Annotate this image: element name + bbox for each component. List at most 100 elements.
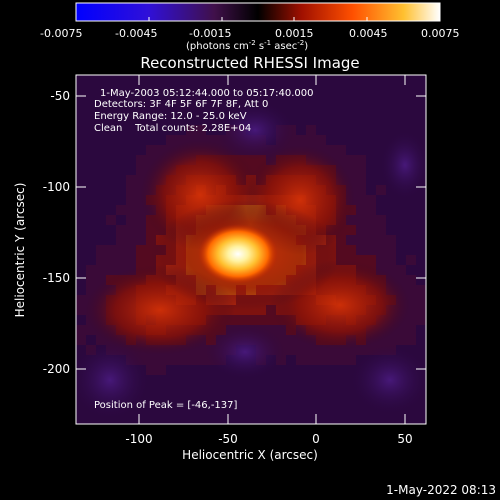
image-pixel: [416, 305, 426, 315]
image-pixel: [406, 265, 416, 275]
image-pixel: [146, 135, 156, 145]
image-pixel: [86, 105, 96, 115]
image-pixel: [76, 155, 86, 165]
image-pixel: [336, 115, 346, 125]
image-pixel: [86, 205, 96, 215]
image-pixel: [376, 205, 386, 215]
image-pixel: [316, 345, 326, 355]
image-pixel: [126, 245, 136, 255]
image-pixel: [96, 95, 106, 105]
image-pixel: [406, 95, 416, 105]
image-pixel: [306, 75, 316, 85]
image-pixel: [176, 385, 186, 395]
image-pixel: [376, 145, 386, 155]
image-pixel: [346, 415, 356, 424]
image-pixel: [386, 125, 396, 135]
image-pixel: [166, 75, 176, 85]
image-pixel: [76, 105, 86, 115]
image-pixel: [96, 175, 106, 185]
image-pixel: [346, 155, 356, 165]
image-pixel: [126, 155, 136, 165]
image-pixel: [296, 345, 306, 355]
image-pixel: [76, 225, 86, 235]
image-pixel: [96, 235, 106, 245]
image-pixel: [416, 295, 426, 305]
image-pixel: [336, 395, 346, 405]
image-pixel: [336, 105, 346, 115]
image-pixel: [276, 395, 286, 405]
image-pixel: [376, 135, 386, 145]
image-pixel: [356, 205, 366, 215]
image-pixel: [166, 135, 176, 145]
image-pixel: [186, 135, 196, 145]
image-pixel: [106, 245, 116, 255]
image-pixel: [86, 85, 96, 95]
image-pixel: [146, 75, 156, 85]
image-pixel: [256, 395, 266, 405]
image-pixel: [96, 275, 106, 285]
image-pixel: [166, 385, 176, 395]
image-pixel: [256, 405, 266, 415]
image-pixel: [136, 205, 146, 215]
image-pixel: [206, 115, 216, 125]
hard-xray-source: [198, 224, 278, 284]
image-pixel: [396, 85, 406, 95]
image-pixel: [206, 405, 216, 415]
image-pixel: [106, 155, 116, 165]
image-pixel: [246, 315, 256, 325]
image-pixel: [326, 345, 336, 355]
image-pixel: [326, 365, 336, 375]
image-pixel: [346, 245, 356, 255]
image-pixel: [206, 385, 216, 395]
image-pixel: [156, 145, 166, 155]
image-pixel: [246, 385, 256, 395]
image-pixel: [396, 335, 406, 345]
image-pixel: [416, 255, 426, 265]
image-pixel: [416, 275, 426, 285]
image-pixel: [146, 375, 156, 385]
image-pixel: [146, 125, 156, 135]
image-pixel: [166, 415, 176, 424]
image-pixel: [386, 75, 396, 85]
image-pixel: [236, 305, 246, 315]
image-pixel: [126, 145, 136, 155]
image-pixel: [196, 405, 206, 415]
image-pixel: [396, 275, 406, 285]
image-pixel: [356, 245, 366, 255]
image-pixel: [306, 355, 316, 365]
image-pixel: [196, 415, 206, 424]
image-pixel: [186, 385, 196, 395]
image-pixel: [266, 395, 276, 405]
image-pixel: [386, 215, 396, 225]
image-pixel: [376, 175, 386, 185]
image-pixel: [76, 125, 86, 135]
image-pixel: [416, 85, 426, 95]
image-pixel: [116, 175, 126, 185]
image-pixel: [236, 375, 246, 385]
image-pixel: [226, 75, 236, 85]
image-pixel: [416, 125, 426, 135]
image-pixel: [116, 165, 126, 175]
image-pixel: [186, 395, 196, 405]
image-pixel: [266, 385, 276, 395]
image-pixel: [346, 135, 356, 145]
image-pixel: [336, 95, 346, 105]
image-pixel: [406, 335, 416, 345]
image-pixel: [116, 85, 126, 95]
image-pixel: [246, 375, 256, 385]
image-pixel: [166, 125, 176, 135]
image-pixel: [396, 245, 406, 255]
image-pixel: [336, 255, 346, 265]
colorbar: [75, 2, 441, 22]
image-pixel: [186, 105, 196, 115]
image-pixel: [86, 415, 96, 424]
image-pixel: [216, 95, 226, 105]
colorbar-tick-label: 0.0045: [349, 27, 388, 40]
image-pixel: [76, 235, 86, 245]
image-pixel: [76, 335, 86, 345]
image-pixel: [396, 225, 406, 235]
image-pixel: [186, 125, 196, 135]
image-pixel: [146, 155, 156, 165]
image-pixel: [366, 215, 376, 225]
image-pixel: [206, 125, 216, 135]
